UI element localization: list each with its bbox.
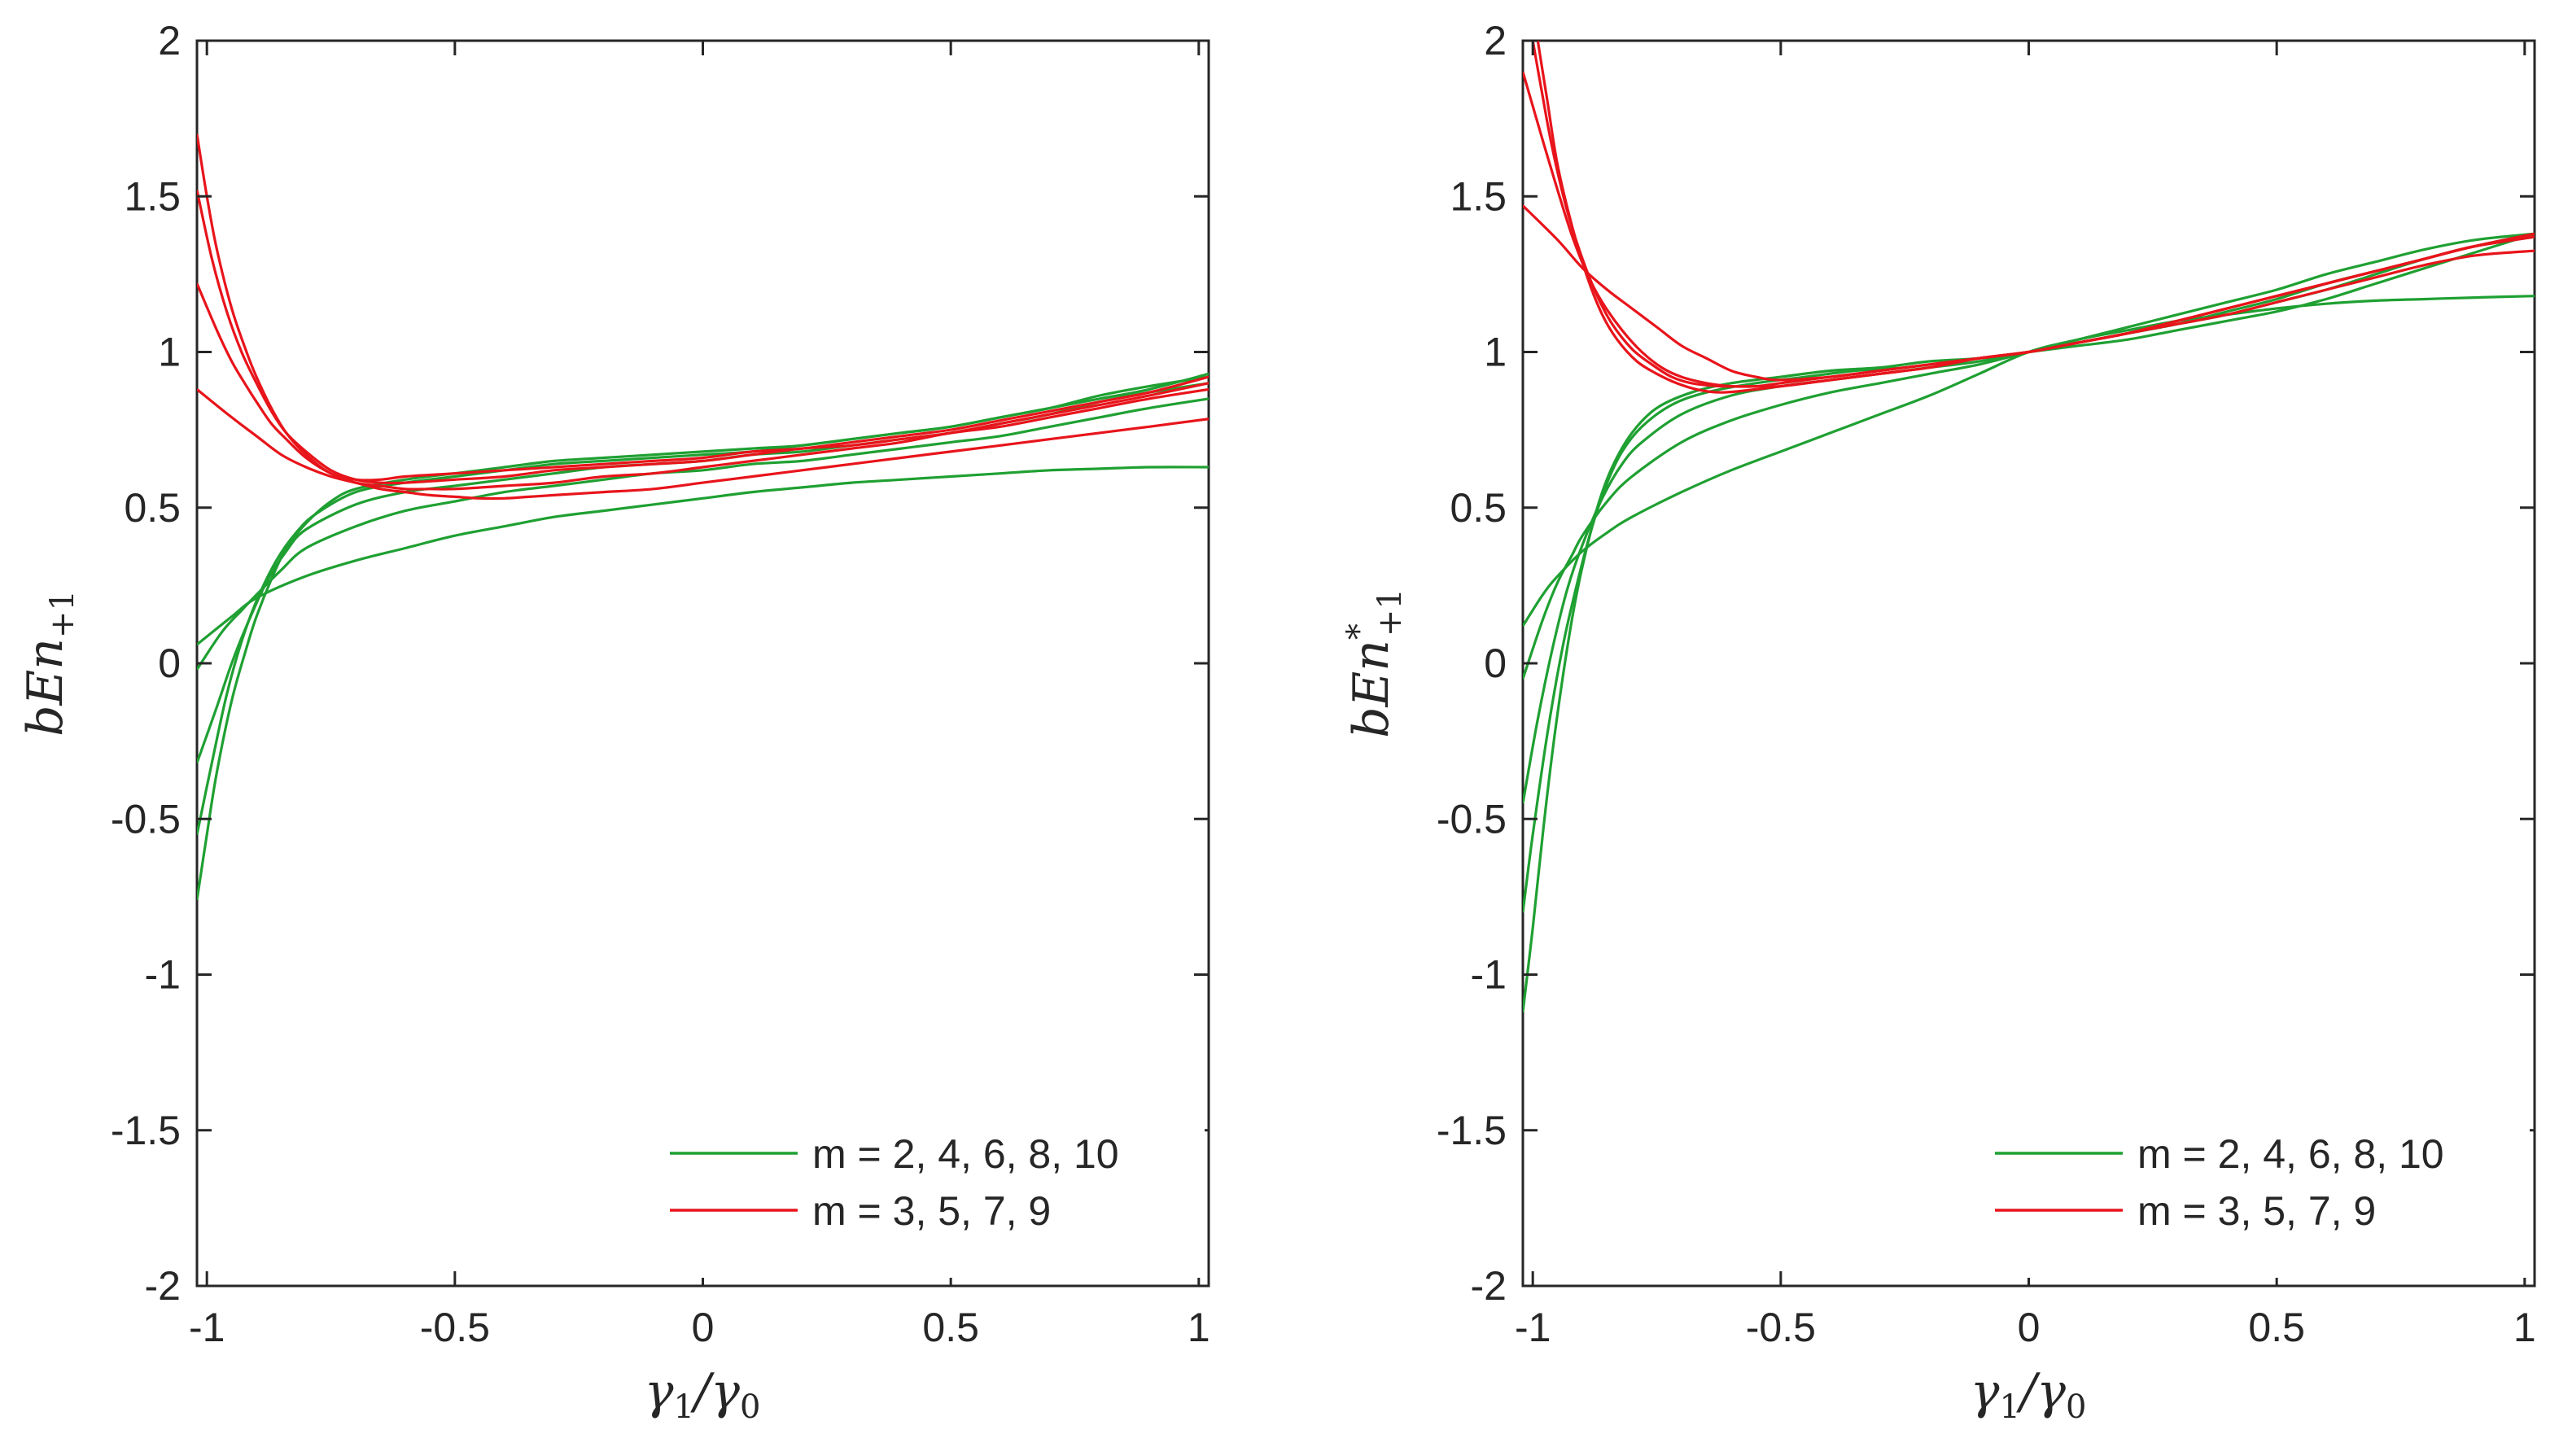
right-y-tick-label: -2	[1471, 1263, 1507, 1309]
left-y-tick-label: 0	[158, 641, 181, 686]
left-x-tick-label: -0.5	[420, 1305, 490, 1350]
left-y-tick-label: 2	[158, 18, 181, 63]
left-legend-label-green: m = 2, 4, 6, 8, 10	[812, 1131, 1119, 1177]
right-series-m9-line	[1536, 41, 2535, 394]
left-series-m7-line	[197, 190, 1209, 485]
left-series-m9-line	[197, 133, 1209, 482]
right-y-tick-label: -1.5	[1437, 1108, 1507, 1153]
right-y-tick-label: 1.5	[1450, 173, 1507, 219]
left-series-m2-line	[197, 466, 1209, 646]
right-x-tick-label: -0.5	[1746, 1305, 1816, 1350]
left-y-axis-label: bEn+1	[17, 590, 81, 737]
left-x-tick-label: 1	[1188, 1305, 1210, 1350]
right-y-tick-label: -1	[1471, 952, 1507, 998]
right-series-m4-line	[1523, 232, 2535, 680]
left-legend-box	[643, 1115, 1205, 1278]
left-chart-panel: -1 -0.5 0 0.5 1 -2 -1.5 -1 -0.5 0 0.5 1 1.5 2 m = 2, …	[17, 18, 1210, 1426]
left-series-m10-line	[197, 372, 1209, 900]
right-legend-label-red: m = 3, 5, 7, 9	[2137, 1188, 2376, 1234]
right-legend-box	[1968, 1115, 2530, 1278]
right-legend-label-green: m = 2, 4, 6, 8, 10	[2137, 1131, 2444, 1177]
right-y-tick-label: 1	[1484, 330, 1507, 375]
left-x-tick-label: 0.5	[922, 1305, 979, 1350]
right-x-tick-label: 1	[2513, 1305, 2536, 1350]
left-y-tick-label: 1.5	[124, 173, 181, 219]
left-y-tick-label: -1.5	[111, 1108, 181, 1153]
right-series-m10-line	[1523, 232, 2535, 1012]
left-y-tick-label: -2	[145, 1263, 181, 1309]
left-x-tick-label: -1	[189, 1305, 225, 1350]
left-legend-label-red: m = 3, 5, 7, 9	[812, 1188, 1051, 1234]
right-y-tick-label: 2	[1484, 18, 1507, 63]
left-legend: m = 2, 4, 6, 8, 10 m = 3, 5, 7, 9	[643, 1115, 1205, 1278]
right-y-tick-label: -0.5	[1437, 796, 1507, 842]
left-axis-ticks: -1 -0.5 0 0.5 1 -2 -1.5 -1 -0.5 0 0.5 1 1.5 2	[111, 18, 1210, 1350]
right-legend: m = 2, 4, 6, 8, 10 m = 3, 5, 7, 9	[1968, 1115, 2530, 1278]
right-y-axis-label: bEn*+1	[1341, 588, 1409, 738]
left-y-tick-label: 0.5	[124, 485, 181, 531]
right-line-series	[1523, 41, 2535, 1012]
right-chart-panel: -1 -0.5 0 0.5 1 -2 -1.5 -1 -0.5 0 0.5 1 1.5 2 m = 2, …	[1341, 18, 2536, 1426]
right-x-axis-label: γ1/γ0	[1971, 1363, 2087, 1426]
right-axis-ticks: -1 -0.5 0 0.5 1 -2 -1.5 -1 -0.5 0 0.5 1 1.5 2	[1437, 18, 2536, 1350]
left-line-series	[197, 133, 1209, 900]
right-series-m2-line	[1523, 295, 2535, 627]
right-x-tick-label: 0.5	[2248, 1305, 2305, 1350]
left-series-m4-line	[197, 397, 1209, 671]
left-y-tick-label: -0.5	[111, 796, 181, 842]
left-x-tick-label: 0	[692, 1305, 715, 1350]
left-series-m3-line	[197, 388, 1209, 501]
right-y-tick-label: 0.5	[1450, 485, 1507, 531]
right-y-tick-label: 0	[1484, 641, 1507, 686]
left-y-tick-label: -1	[145, 952, 181, 998]
left-x-axis-label: γ1/γ0	[645, 1363, 761, 1426]
left-y-tick-label: 1	[158, 330, 181, 375]
right-x-tick-label: 0	[2018, 1305, 2041, 1350]
right-x-tick-label: -1	[1515, 1305, 1551, 1350]
